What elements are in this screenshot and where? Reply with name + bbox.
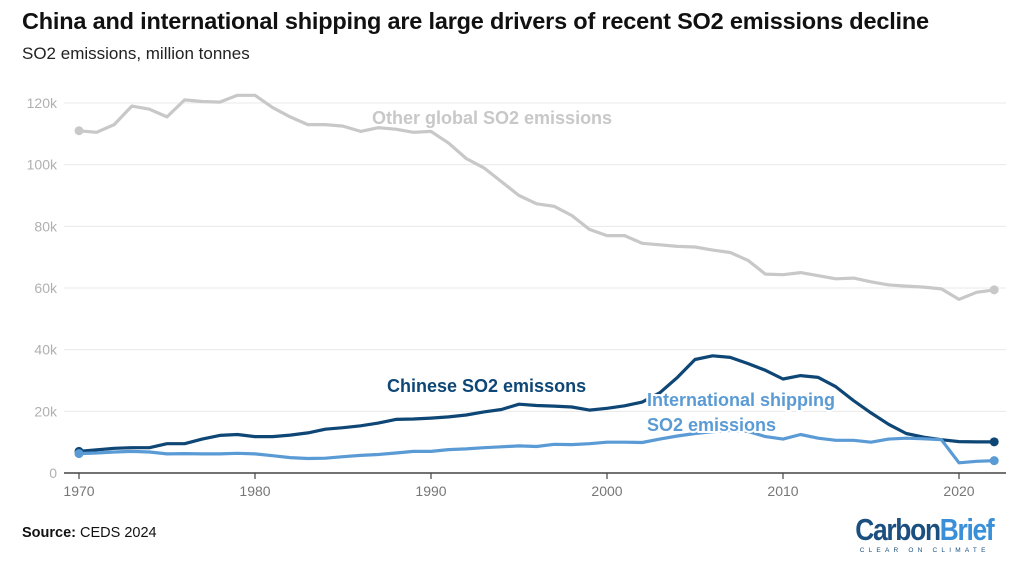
- logo-word-b: Brief: [940, 512, 995, 547]
- y-tick-label: 120k: [27, 95, 58, 111]
- series-shipping-line: [78, 428, 995, 465]
- label-chinese: Chinese SO2 emissons: [387, 376, 586, 396]
- y-tick-label: 80k: [34, 218, 58, 234]
- series-other-global-line: [78, 93, 995, 301]
- series-other-global-start-point: [74, 126, 84, 136]
- x-tick-label: 1980: [239, 483, 270, 499]
- chart-subtitle: SO2 emissions, million tonnes: [22, 44, 250, 63]
- series-shipping-end-point: [989, 456, 999, 466]
- logo-word-a: Carbon: [855, 512, 942, 547]
- logo-tagline: CLEAR ON CLIMATE: [859, 547, 990, 554]
- y-tick-label: 100k: [27, 157, 58, 173]
- series-shipping-start-point: [74, 449, 84, 459]
- carbonbrief-logo: CarbonBrief CLEAR ON CLIMATE: [843, 512, 1006, 555]
- x-tick-label: 2010: [767, 483, 798, 499]
- x-tick-label: 1970: [63, 483, 94, 499]
- series-chinese-line: [78, 354, 995, 453]
- y-tick-label: 20k: [34, 403, 58, 419]
- series-other-global-end-point: [989, 285, 999, 295]
- y-tick-label: 0: [49, 465, 57, 481]
- x-tick-label: 1990: [415, 483, 446, 499]
- label-shipping-line2: SO2 emissions: [647, 415, 776, 435]
- series-chinese-end-point: [989, 437, 999, 447]
- source-text: CEDS 2024: [80, 525, 157, 541]
- source-label: Source:: [22, 525, 76, 541]
- y-tick-label: 60k: [34, 280, 58, 296]
- y-tick-label: 40k: [34, 342, 58, 358]
- source-note: Source: CEDS 2024: [22, 525, 157, 541]
- label-other-global: Other global SO2 emissions: [372, 108, 612, 128]
- label-shipping-line1: International shipping: [647, 390, 835, 410]
- x-tick-label: 2020: [943, 483, 974, 499]
- x-tick-label: 2000: [591, 483, 622, 499]
- chart-title: China and international shipping are lar…: [22, 8, 929, 34]
